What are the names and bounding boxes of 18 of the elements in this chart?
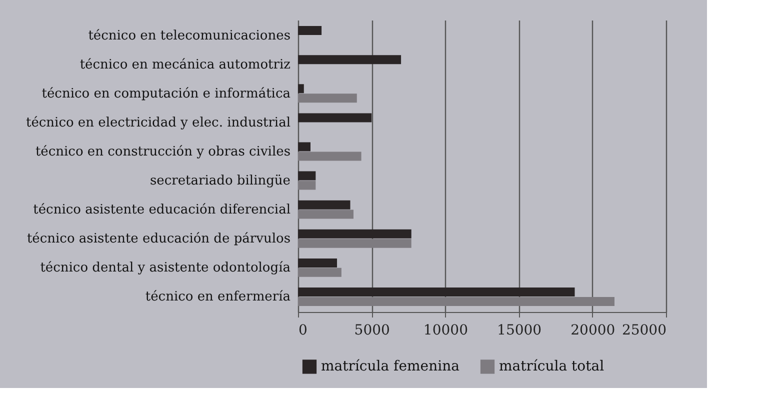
x-tick-label: 25000 [622, 322, 666, 338]
y-tick-label: técnico en construcción y obras civiles [35, 144, 290, 160]
y-tick-label: secretariado bilingüe [150, 174, 291, 189]
y-tick-label: técnico en computación e informática [42, 86, 291, 102]
y-tick-label: técnico en electricidad y elec. industrial [26, 115, 290, 130]
x-tick-label: 20000 [570, 322, 616, 338]
y-tick-label: técnico en mecánica automotriz [80, 57, 291, 72]
x-tick-label: 15000 [497, 322, 542, 338]
x-tick-label: 0 [298, 322, 308, 338]
y-tick-label: técnico en enfermería [145, 290, 291, 305]
legend-label: matrícula total [499, 358, 605, 375]
legend-label: matrícula femenina [321, 358, 460, 375]
y-tick-label: técnico asistente educación diferencial [33, 202, 290, 218]
x-tick-label: 10000 [423, 322, 468, 338]
y-tick-label: técnico dental y asistente odontología [40, 260, 291, 276]
y-tick-label: técnico asistente educación de párvulos [26, 232, 290, 247]
y-tick-label: técnico en telecomunicaciones [88, 28, 290, 44]
x-tick-label: 5000 [354, 322, 390, 338]
